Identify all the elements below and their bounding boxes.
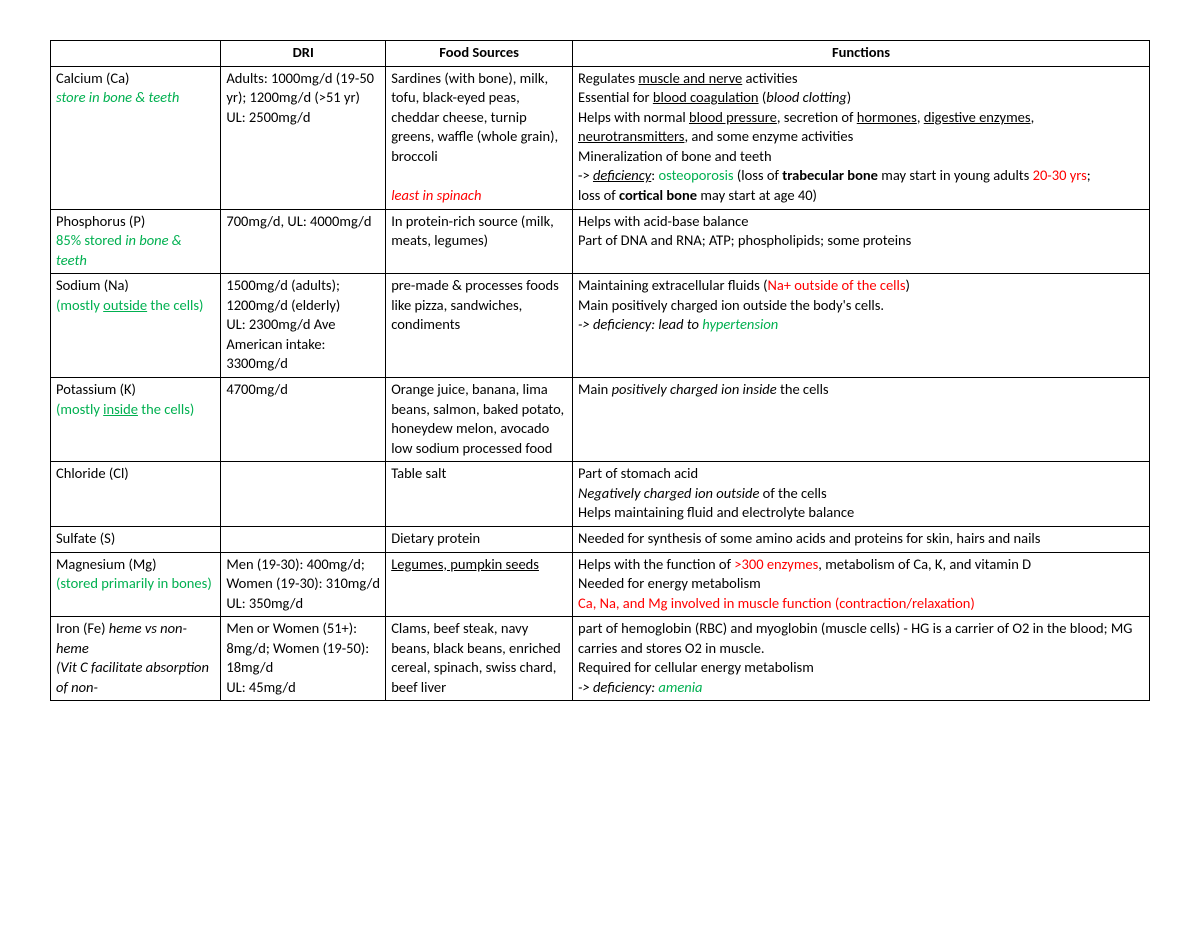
cell-sources: pre-made & processes foods like pizza, s…	[386, 274, 573, 378]
cell-mineral: Sulfate (S)	[51, 526, 221, 552]
cell-functions: Helps with the function of >300 enzymes,…	[573, 552, 1150, 617]
cell-dri: 4700mg/d	[221, 378, 386, 462]
cell-sources: Legumes, pumpkin seeds	[386, 552, 573, 617]
cell-mineral: Iron (Fe) heme vs non-heme(Vit C facilit…	[51, 617, 221, 701]
cell-dri: 700mg/d, UL: 4000mg/d	[221, 209, 386, 274]
table-row: Sulfate (S) Dietary proteinNeeded for syn…	[51, 526, 1150, 552]
cell-mineral: Calcium (Ca)store in bone & teeth	[51, 66, 221, 209]
cell-dri	[221, 462, 386, 527]
cell-dri: Men (19-30): 400mg/d; Women (19-30): 310…	[221, 552, 386, 617]
cell-sources: In protein-rich source (milk, meats, leg…	[386, 209, 573, 274]
table-row: Chloride (Cl) Table saltPart of stomach a…	[51, 462, 1150, 527]
table-row: Magnesium (Mg)(stored primarily in bones…	[51, 552, 1150, 617]
table-row: Potassium (K)(mostly inside the cells)47…	[51, 378, 1150, 462]
cell-mineral: Potassium (K)(mostly inside the cells)	[51, 378, 221, 462]
cell-dri: Adults: 1000mg/d (19-50 yr); 1200mg/d (>…	[221, 66, 386, 209]
cell-dri: Men or Women (51+): 8mg/d; Women (19-50)…	[221, 617, 386, 701]
cell-sources: Table salt	[386, 462, 573, 527]
cell-sources: Orange juice, banana, lima beans, salmon…	[386, 378, 573, 462]
cell-mineral: Magnesium (Mg)(stored primarily in bones…	[51, 552, 221, 617]
cell-functions: Regulates muscle and nerve activitiesEss…	[573, 66, 1150, 209]
table-row: Phosphorus (P)85% stored in bone & teeth…	[51, 209, 1150, 274]
table-row: Calcium (Ca)store in bone & teethAdults:…	[51, 66, 1150, 209]
col-header-sources: Food Sources	[386, 41, 573, 67]
cell-mineral: Sodium (Na)(mostly outside the cells)	[51, 274, 221, 378]
cell-functions: Main positively charged ion inside the c…	[573, 378, 1150, 462]
cell-functions: Maintaining extracellular fluids (Na+ ou…	[573, 274, 1150, 378]
cell-functions: Part of stomach acidNegatively charged i…	[573, 462, 1150, 527]
cell-mineral: Chloride (Cl)	[51, 462, 221, 527]
table-row: Iron (Fe) heme vs non-heme(Vit C facilit…	[51, 617, 1150, 701]
cell-functions: Helps with acid-base balancePart of DNA …	[573, 209, 1150, 274]
cell-sources: Sardines (with bone), milk, tofu, black-…	[386, 66, 573, 209]
cell-functions: part of hemoglobin (RBC) and myoglobin (…	[573, 617, 1150, 701]
col-header-mineral	[51, 41, 221, 67]
cell-sources: Dietary protein	[386, 526, 573, 552]
table-row: Sodium (Na)(mostly outside the cells)150…	[51, 274, 1150, 378]
cell-dri: 1500mg/d (adults); 1200mg/d (elderly)UL:…	[221, 274, 386, 378]
minerals-table: DRI Food Sources Functions Calcium (Ca)s…	[50, 40, 1150, 701]
cell-functions: Needed for synthesis of some amino acids…	[573, 526, 1150, 552]
header-row: DRI Food Sources Functions	[51, 41, 1150, 67]
cell-sources: Clams, beef steak, navy beans, black bea…	[386, 617, 573, 701]
col-header-functions: Functions	[573, 41, 1150, 67]
cell-mineral: Phosphorus (P)85% stored in bone & teeth	[51, 209, 221, 274]
cell-dri	[221, 526, 386, 552]
col-header-dri: DRI	[221, 41, 386, 67]
